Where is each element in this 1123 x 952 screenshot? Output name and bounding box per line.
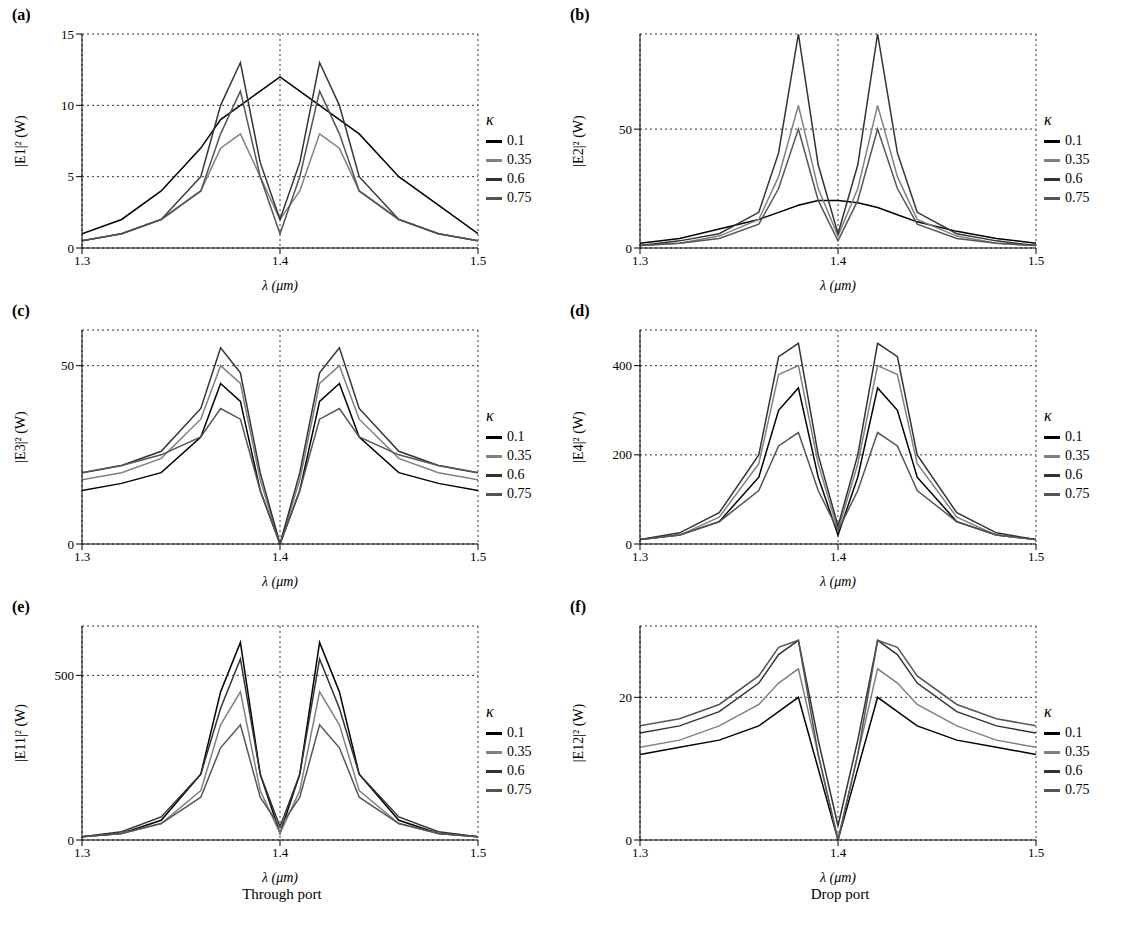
svg-text:1.4: 1.4 [830, 845, 847, 860]
svg-text:50: 50 [61, 358, 74, 373]
svg-text:400: 400 [613, 358, 633, 373]
svg-text:λ (μm): λ (μm) [819, 574, 856, 590]
svg-text:1.4: 1.4 [272, 845, 289, 860]
html-text:0.1: 0.1 [1065, 429, 1083, 444]
svg-text:1.5: 1.5 [1028, 253, 1044, 268]
svg-text:0: 0 [626, 241, 633, 256]
svg-text:1.4: 1.4 [830, 549, 847, 564]
svg-text:0: 0 [68, 833, 75, 848]
svg-text:15: 15 [61, 27, 74, 42]
html-text:0.6: 0.6 [507, 171, 525, 186]
svg-text:λ (μm): λ (μm) [261, 278, 298, 294]
svg-text:50: 50 [619, 122, 632, 137]
svg-text:1.3: 1.3 [632, 845, 648, 860]
svg-text:|E1|² (W): |E1|² (W) [13, 115, 29, 167]
html-text:Drop port: Drop port [810, 886, 870, 902]
html-text:(f): (f) [570, 598, 586, 615]
svg-text:5: 5 [68, 169, 75, 184]
svg-text:|E4|² (W): |E4|² (W) [571, 411, 587, 463]
svg-text:|E11|² (W): |E11|² (W) [13, 704, 29, 762]
html-text:0.1: 0.1 [507, 429, 525, 444]
html-text:κ: κ [486, 111, 494, 128]
html-text:κ: κ [1044, 111, 1052, 128]
svg-text:0: 0 [626, 537, 633, 552]
svg-text:1.3: 1.3 [74, 253, 90, 268]
svg-text:20: 20 [619, 690, 632, 705]
html-text:κ: κ [486, 407, 494, 424]
svg-text:10: 10 [61, 98, 74, 113]
html-text:0.6: 0.6 [507, 467, 525, 482]
html-text:0.1: 0.1 [507, 725, 525, 740]
html-text:0.75: 0.75 [507, 782, 532, 797]
html-text:(c): (c) [12, 302, 30, 319]
html-text:0.75: 0.75 [1065, 486, 1090, 501]
svg-text:0: 0 [68, 241, 75, 256]
html-text:0.1: 0.1 [1065, 133, 1083, 148]
svg-text:λ (μm): λ (μm) [261, 870, 298, 886]
html-text:0.35: 0.35 [507, 448, 532, 463]
svg-text:1.5: 1.5 [470, 845, 486, 860]
html-text:0.75: 0.75 [1065, 190, 1090, 205]
html-text:(a): (a) [12, 6, 31, 23]
html-text:(b): (b) [570, 6, 590, 23]
html-text:0.35: 0.35 [507, 744, 532, 759]
svg-text:1.4: 1.4 [272, 253, 289, 268]
html-text:0.35: 0.35 [507, 152, 532, 167]
svg-text:λ (μm): λ (μm) [819, 278, 856, 294]
html-text:κ: κ [486, 703, 494, 720]
svg-text:1.5: 1.5 [470, 549, 486, 564]
svg-text:1.4: 1.4 [830, 253, 847, 268]
svg-text:λ (μm): λ (μm) [261, 574, 298, 590]
svg-text:0: 0 [626, 833, 633, 848]
svg-text:1.4: 1.4 [272, 549, 289, 564]
svg-text:|E12|² (W): |E12|² (W) [571, 703, 587, 762]
html-text:0.6: 0.6 [507, 763, 525, 778]
html-text:0.1: 0.1 [507, 133, 525, 148]
html-text:κ: κ [1044, 407, 1052, 424]
svg-text:1.5: 1.5 [1028, 549, 1044, 564]
html-text:0.6: 0.6 [1065, 763, 1083, 778]
html-text:(e): (e) [12, 598, 30, 615]
html-text:κ: κ [1044, 703, 1052, 720]
svg-text:1.3: 1.3 [74, 845, 90, 860]
svg-text:1.3: 1.3 [632, 549, 648, 564]
html-text:0.1: 0.1 [1065, 725, 1083, 740]
svg-text:|E2|² (W): |E2|² (W) [571, 115, 587, 167]
html-text:0.6: 0.6 [1065, 171, 1083, 186]
svg-text:500: 500 [55, 668, 75, 683]
html-text:(d): (d) [570, 302, 590, 319]
html-text:0.75: 0.75 [507, 190, 532, 205]
svg-text:1.5: 1.5 [1028, 845, 1044, 860]
html-text:Through port: Through port [242, 886, 322, 902]
svg-text:200: 200 [613, 447, 633, 462]
svg-text:0: 0 [68, 537, 75, 552]
html-text:0.35: 0.35 [1065, 448, 1090, 463]
html-text:0.6: 0.6 [1065, 467, 1083, 482]
html-text:0.75: 0.75 [1065, 782, 1090, 797]
html-text:0.35: 0.35 [1065, 152, 1090, 167]
svg-text:λ (μm): λ (μm) [819, 870, 856, 886]
html-text:0.75: 0.75 [507, 486, 532, 501]
html-text:0.35: 0.35 [1065, 744, 1090, 759]
svg-text:1.3: 1.3 [632, 253, 648, 268]
svg-text:1.3: 1.3 [74, 549, 90, 564]
svg-text:|E3|² (W): |E3|² (W) [13, 411, 29, 463]
svg-text:1.5: 1.5 [470, 253, 486, 268]
